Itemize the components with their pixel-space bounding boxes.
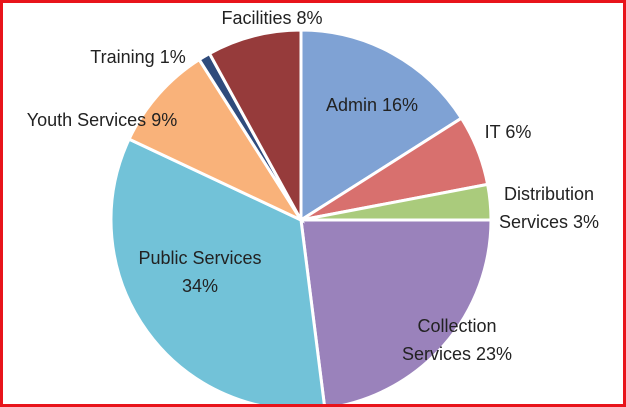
value-label: 9% [151, 110, 178, 130]
slice-label: Distribution Services 3% [489, 180, 609, 236]
value-label: 23% [476, 344, 513, 364]
category-label: Facilities [221, 8, 292, 28]
value-label: 3% [573, 212, 600, 232]
category-label: Distribution Services [498, 184, 595, 232]
value-label: 8% [296, 8, 323, 28]
slice [207, 28, 303, 221]
slice [299, 28, 464, 223]
slice-label: Facilities 8% [221, 4, 322, 32]
slice-label: Youth Services 9% [27, 106, 177, 134]
category-label: Public Services [138, 248, 262, 268]
slice-label: Collection Services 23% [390, 312, 525, 368]
category-label: Training [90, 47, 155, 67]
slice-label: Training 1% [90, 43, 185, 71]
value-label: 34% [181, 276, 219, 296]
slice [299, 218, 493, 407]
category-label: IT [484, 122, 501, 142]
category-label: Admin [325, 95, 377, 115]
value-label: 1% [159, 47, 186, 67]
pie [109, 28, 493, 407]
value-label: 16% [382, 95, 419, 115]
slice-label: IT 6% [485, 118, 532, 146]
category-label: Youth Services [26, 110, 147, 130]
slice [127, 57, 306, 224]
value-label: 6% [505, 122, 532, 142]
slice-label: Admin 16% [326, 91, 418, 119]
category-label: Collection Services [401, 316, 497, 364]
slice-label: Public Services 34% [130, 244, 270, 300]
